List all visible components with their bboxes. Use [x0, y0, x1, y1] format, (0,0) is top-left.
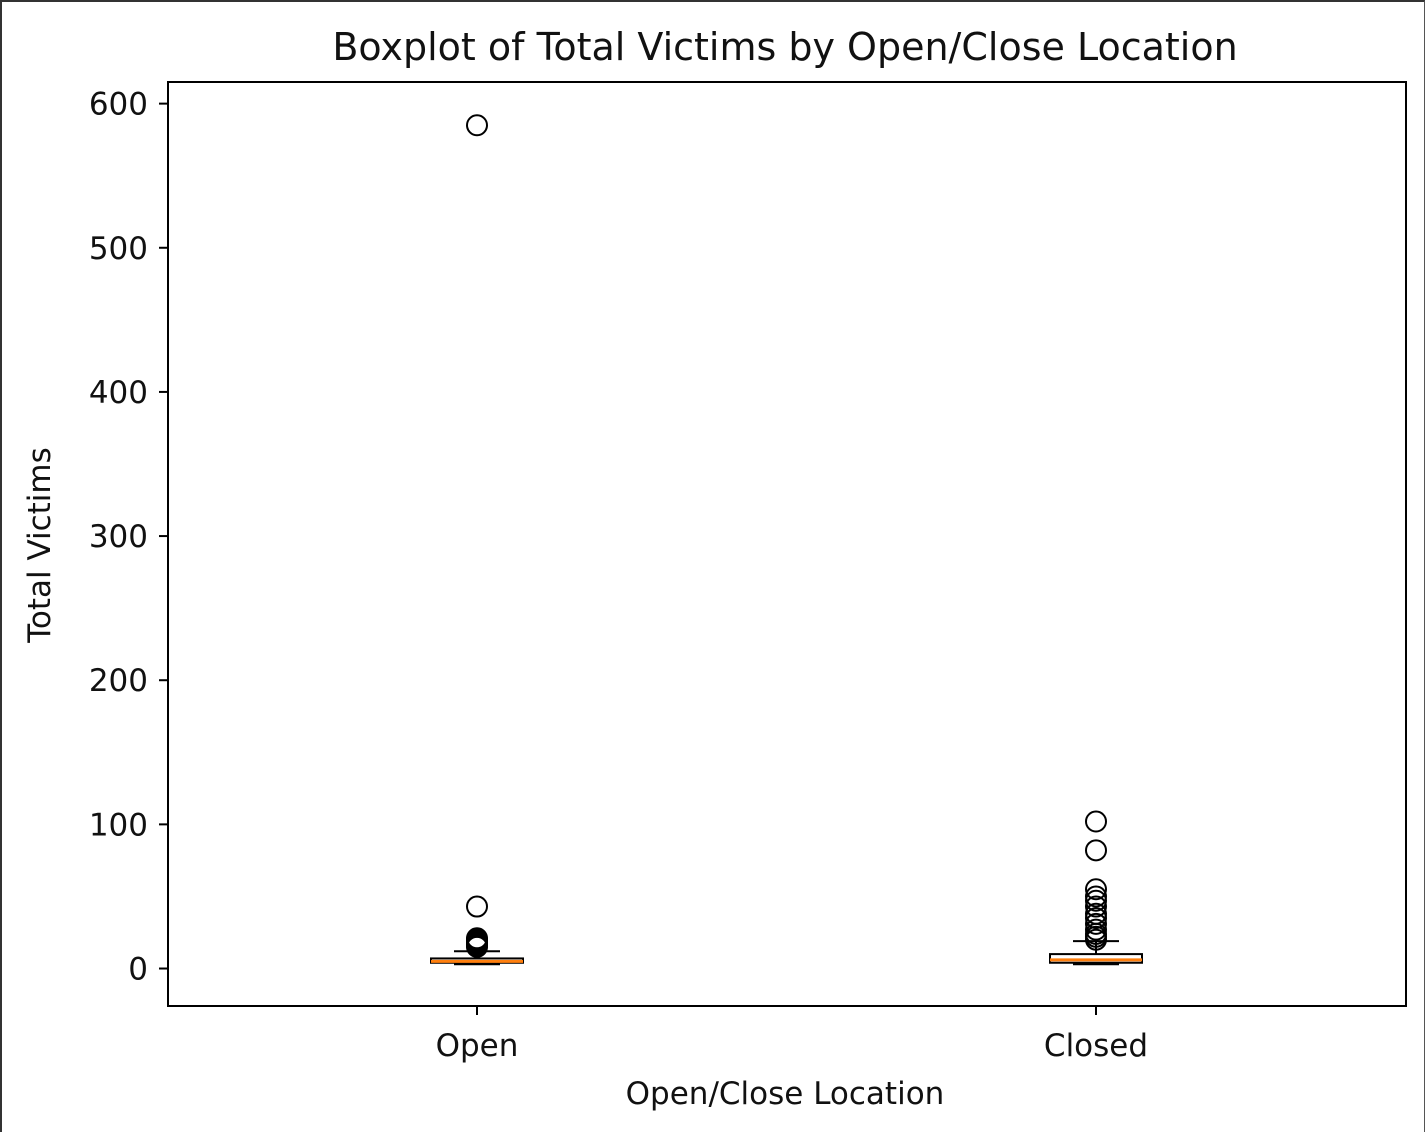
y-tick-label: 300 — [89, 519, 148, 555]
outlier-point — [1085, 810, 1107, 833]
y-tick-label: 0 — [128, 952, 148, 988]
x-axis: Open Closed — [436, 1006, 1148, 1064]
outlier-point — [466, 935, 488, 958]
outlier-point — [1085, 912, 1107, 935]
boxes — [430, 114, 1143, 966]
x-tick-label: Open — [436, 1028, 519, 1064]
y-tick-label: 600 — [89, 87, 148, 123]
x-tick-label: Closed — [1044, 1028, 1148, 1064]
outlier-point — [1085, 895, 1107, 918]
box-open — [430, 114, 524, 966]
y-tick-label: 200 — [89, 663, 148, 699]
y-axis-label: Total Victims — [22, 447, 58, 644]
y-tick-label: 500 — [89, 231, 148, 267]
outlier-point — [1085, 839, 1107, 862]
y-axis: 0 100 200 300 400 500 600 — [89, 87, 168, 988]
outlier-point — [466, 114, 488, 137]
outlier-point — [1085, 928, 1107, 951]
chart-title: Boxplot of Total Victims by Open/Close L… — [332, 25, 1237, 69]
outlier-point — [1085, 907, 1107, 930]
plot-area — [167, 81, 1407, 1007]
outlier-point — [1085, 889, 1107, 912]
x-axis-label: Open/Close Location — [626, 1076, 945, 1112]
box-closed — [1049, 810, 1143, 966]
y-tick-label: 100 — [89, 807, 148, 843]
y-tick-label: 400 — [89, 375, 148, 411]
outlier-point — [466, 895, 488, 918]
outlier-point — [1085, 878, 1107, 901]
